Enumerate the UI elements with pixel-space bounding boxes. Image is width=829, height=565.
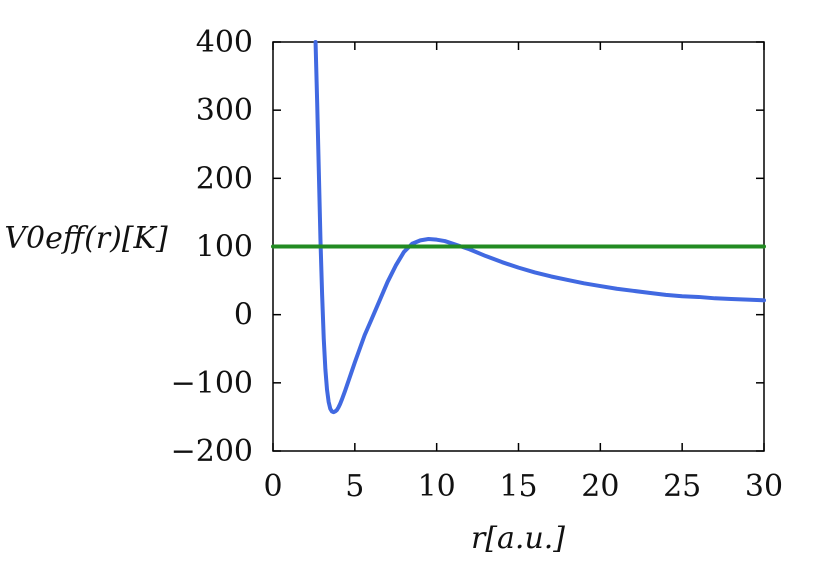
y-axis-label: V0eff(r)[K] [4,221,168,256]
x-tick-label: 0 [263,469,282,504]
x-tick-label: 25 [663,469,701,504]
y-tick-label: 400 [196,25,253,60]
tick-labels: 0 5 10 15 20 25 30 −200 −100 0 100 200 300 400 [171,25,784,504]
y-tick-label: 100 [196,230,253,265]
y-tick-label: 0 [234,298,253,333]
x-tick-label: 20 [581,469,619,504]
y-tick-label: 200 [196,161,253,196]
y-tick-label: −100 [171,366,253,401]
x-tick-label: 5 [345,469,364,504]
x-tick-label: 10 [418,469,456,504]
y-tick-label: 300 [196,93,253,128]
x-tick-label: 15 [499,469,537,504]
series-layer [271,40,766,415]
y-tick-label: −200 [171,434,253,469]
x-axis-label: r[a.u.] [471,521,565,556]
potential-curve [313,40,766,415]
x-tick-label: 30 [745,469,783,504]
